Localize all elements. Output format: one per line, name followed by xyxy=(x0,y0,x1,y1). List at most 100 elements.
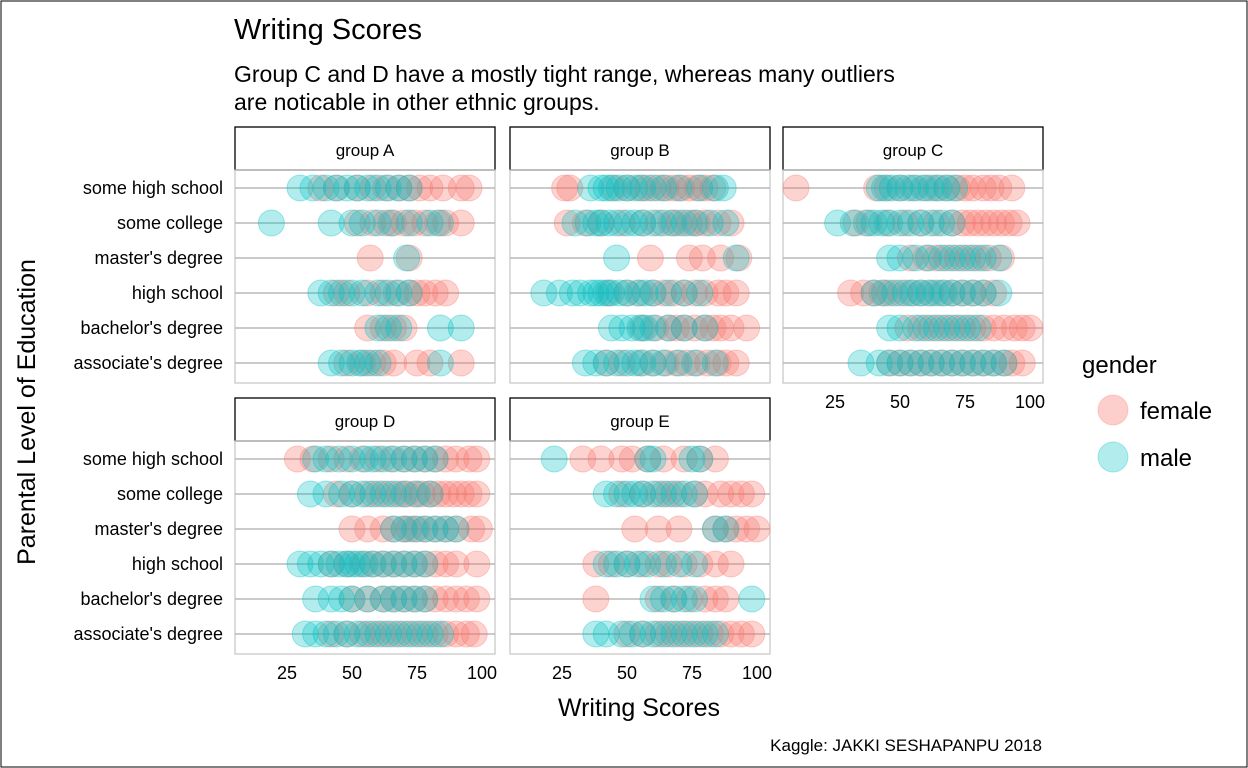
point-group-d-female-high-school-1 xyxy=(333,550,361,578)
point-group-c-male-master-s-degree-8 xyxy=(969,244,997,272)
x-tick-label-group-d-75: 75 xyxy=(407,663,427,683)
point-group-c-female-high-school-1 xyxy=(850,279,878,307)
point-group-b-female-high-school-3 xyxy=(639,279,667,307)
y-tick-label-group-d-associate-s-degree: associate's degree xyxy=(73,624,223,644)
point-group-c-male-some-college-0 xyxy=(824,209,852,237)
point-group-d-female-associate-s-degree-7 xyxy=(400,620,428,648)
point-group-b-female-associate-s-degree-2 xyxy=(626,349,654,377)
x-tick-label-group-c-25: 25 xyxy=(825,392,845,412)
point-group-b-female-some-college-7 xyxy=(665,209,693,237)
point-group-a-male-high-school-2 xyxy=(328,279,356,307)
point-group-a-male-bachelor-s-degree-3 xyxy=(426,314,454,342)
point-group-c-male-master-s-degree-7 xyxy=(959,244,987,272)
point-group-a-female-some-high-school-3 xyxy=(359,174,387,202)
panel-group-d: group D some high school some college maste… xyxy=(73,397,497,683)
point-group-b-male-some-college-8 xyxy=(629,209,657,237)
point-group-d-male-some-high-school-9 xyxy=(400,445,428,473)
point-group-c-male-master-s-degree-3 xyxy=(915,244,943,272)
point-group-e-male-some-college-1 xyxy=(603,480,631,508)
x-tick-label-group-e-100: 100 xyxy=(742,663,772,683)
point-group-e-female-high-school-0 xyxy=(582,550,610,578)
point-group-a-female-bachelor-s-degree-2 xyxy=(380,314,408,342)
point-group-b-female-bachelor-s-degree-8 xyxy=(707,314,735,342)
point-group-c-female-bachelor-s-degree-9 xyxy=(990,314,1018,342)
point-group-b-female-high-school-2 xyxy=(626,279,654,307)
point-group-b-male-some-college-10 xyxy=(649,209,677,237)
point-group-a-male-associate-s-degree-5 xyxy=(364,349,392,377)
point-group-b-female-master-s-degree-1 xyxy=(675,244,703,272)
point-group-b-female-associate-s-degree-8 xyxy=(694,349,722,377)
point-group-c-female-master-s-degree-6 xyxy=(964,244,992,272)
point-group-c-female-bachelor-s-degree-11 xyxy=(1008,314,1036,342)
point-group-a-female-associate-s-degree-2 xyxy=(359,349,387,377)
y-tick-label-group-a-bachelor-s-degree: bachelor's degree xyxy=(80,318,223,338)
x-tick-label-group-d-25: 25 xyxy=(277,663,297,683)
point-group-c-female-bachelor-s-degree-2 xyxy=(917,314,945,342)
point-group-d-female-some-high-school-0 xyxy=(283,445,311,473)
point-group-e-male-associate-s-degree-11 xyxy=(701,620,729,648)
point-group-c-male-some-college-10 xyxy=(928,209,956,237)
point-group-c-female-bachelor-s-degree-1 xyxy=(907,314,935,342)
point-group-c-female-associate-s-degree-6 xyxy=(938,349,966,377)
point-group-a-female-master-s-degree-1 xyxy=(395,244,423,272)
point-group-c-male-associate-s-degree-8 xyxy=(938,349,966,377)
point-group-a-female-associate-s-degree-3 xyxy=(369,349,397,377)
point-group-b-female-some-college-8 xyxy=(675,209,703,237)
point-group-e-male-some-college-6 xyxy=(649,480,677,508)
point-group-b-female-associate-s-degree-0 xyxy=(592,349,620,377)
point-group-e-male-some-college-9 xyxy=(681,480,709,508)
point-group-c-female-high-school-11 xyxy=(948,279,976,307)
point-group-d-male-bachelor-s-degree-0 xyxy=(302,585,330,613)
point-group-a-male-some-college-8 xyxy=(426,209,454,237)
point-group-b-female-high-school-1 xyxy=(613,279,641,307)
point-group-d-male-associate-s-degree-11 xyxy=(406,620,434,648)
point-group-a-female-master-s-degree-0 xyxy=(356,244,384,272)
y-axis-label: Parental Level of Education xyxy=(13,259,41,565)
point-group-c-female-master-s-degree-5 xyxy=(954,244,982,272)
point-group-d-female-bachelor-s-degree-3 xyxy=(380,585,408,613)
point-group-e-male-high-school-5 xyxy=(649,550,677,578)
point-group-d-female-associate-s-degree-9 xyxy=(421,620,449,648)
point-group-d-male-bachelor-s-degree-5 xyxy=(369,585,397,613)
point-group-e-male-some-high-school-0 xyxy=(540,445,568,473)
point-group-c-female-some-high-school-3 xyxy=(886,174,914,202)
point-group-b-female-associate-s-degree-1 xyxy=(608,349,636,377)
point-group-c-female-bachelor-s-degree-6 xyxy=(959,314,987,342)
point-group-d-male-bachelor-s-degree-6 xyxy=(380,585,408,613)
point-group-e-male-master-s-degree-1 xyxy=(712,515,740,543)
point-group-c-female-some-college-0 xyxy=(842,209,870,237)
point-group-c-female-some-college-10 xyxy=(972,209,1000,237)
point-group-e-male-high-school-7 xyxy=(681,550,709,578)
point-group-d-female-high-school-12 xyxy=(463,550,491,578)
point-group-d-male-associate-s-degree-9 xyxy=(385,620,413,648)
point-group-a-male-some-college-1 xyxy=(317,209,345,237)
point-group-b-female-some-high-school-8 xyxy=(660,174,688,202)
point-group-d-male-high-school-9 xyxy=(359,550,387,578)
point-group-b-male-bachelor-s-degree-2 xyxy=(618,314,646,342)
point-group-a-female-bachelor-s-degree-0 xyxy=(354,314,382,342)
point-group-d-female-some-college-12 xyxy=(439,480,467,508)
point-group-b-female-some-college-9 xyxy=(683,209,711,237)
point-group-e-female-some-high-school-7 xyxy=(686,445,714,473)
point-group-c-male-some-college-5 xyxy=(876,209,904,237)
point-group-c-female-some-college-12 xyxy=(987,209,1015,237)
point-group-b-female-some-high-school-5 xyxy=(634,174,662,202)
point-group-c-female-associate-s-degree-5 xyxy=(928,349,956,377)
point-group-e-female-bachelor-s-degree-1 xyxy=(644,585,672,613)
point-group-e-male-some-college-4 xyxy=(629,480,657,508)
point-group-d-female-some-high-school-2 xyxy=(317,445,345,473)
point-group-b-female-bachelor-s-degree-0 xyxy=(629,314,657,342)
point-group-d-male-associate-s-degree-3 xyxy=(322,620,350,648)
point-group-d-male-master-s-degree-1 xyxy=(390,515,418,543)
point-group-c-female-some-high-school-0 xyxy=(782,174,810,202)
point-group-b-female-some-high-school-0 xyxy=(551,174,579,202)
point-group-e-male-associate-s-degree-4 xyxy=(629,620,657,648)
point-group-d-male-associate-s-degree-7 xyxy=(364,620,392,648)
point-group-c-male-associate-s-degree-2 xyxy=(876,349,904,377)
point-group-e-female-master-s-degree-0 xyxy=(621,515,649,543)
point-group-a-male-associate-s-degree-2 xyxy=(338,349,366,377)
point-group-b-male-associate-s-degree-3 xyxy=(603,349,631,377)
point-group-d-female-some-high-school-12 xyxy=(442,445,470,473)
point-group-e-male-associate-s-degree-1 xyxy=(592,620,620,648)
point-group-a-female-associate-s-degree-6 xyxy=(416,349,444,377)
